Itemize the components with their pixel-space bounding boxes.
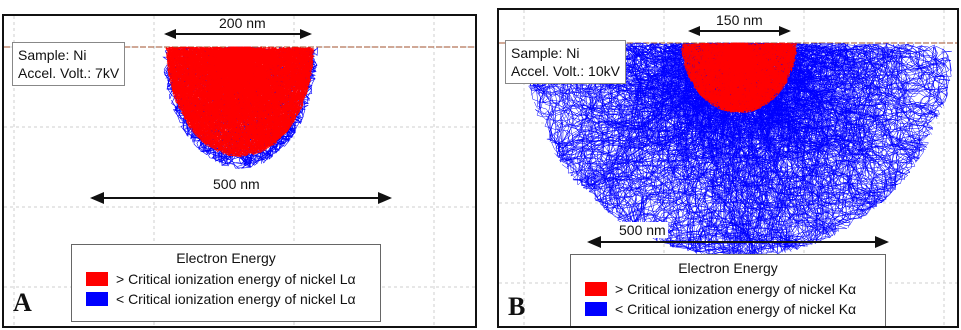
sample-label: Sample: Ni <box>511 44 620 62</box>
legend-row-above: > Critical ionization energy of nickel L… <box>86 271 380 287</box>
panel-letter: B <box>508 292 525 322</box>
blue-swatch <box>86 292 108 306</box>
sample-label: Sample: Ni <box>18 46 119 64</box>
scale-label-bottom: 500 nm <box>617 222 668 238</box>
legend-below-label: < Critical ionization energy of nickel L… <box>116 291 356 307</box>
legend-row-below: < Critical ionization energy of nickel L… <box>86 291 380 307</box>
red-swatch <box>585 282 607 296</box>
energy-legend: Electron Energy > Critical ionization en… <box>570 254 886 328</box>
red-swatch <box>86 272 108 286</box>
legend-above-label: > Critical ionization energy of nickel L… <box>116 271 356 287</box>
legend-title: Electron Energy <box>72 249 380 267</box>
panel-a: 200 nm 500 nm Sample: Ni Accel. Volt.: 7… <box>2 14 477 328</box>
panel-b: 150 nm 500 nm Sample: Ni Accel. Volt.: 1… <box>497 8 959 328</box>
voltage-label: Accel. Volt.: 10kV <box>511 62 620 80</box>
voltage-label: Accel. Volt.: 7kV <box>18 64 119 82</box>
legend-title: Electron Energy <box>571 259 885 277</box>
sample-info-box: Sample: Ni Accel. Volt.: 10kV <box>505 40 626 84</box>
scale-label-top: 200 nm <box>217 15 268 31</box>
legend-above-label: > Critical ionization energy of nickel K… <box>615 281 856 297</box>
blue-swatch <box>585 302 607 316</box>
energy-legend: Electron Energy > Critical ionization en… <box>71 244 381 322</box>
panel-letter: A <box>13 288 32 318</box>
scale-arrow-500nm <box>90 192 392 204</box>
red-trajectories-a <box>166 47 314 157</box>
sample-info-box: Sample: Ni Accel. Volt.: 7kV <box>12 42 125 86</box>
scale-label-top: 150 nm <box>714 12 765 28</box>
legend-below-label: < Critical ionization energy of nickel K… <box>615 301 856 317</box>
legend-row-above: > Critical ionization energy of nickel K… <box>585 281 885 297</box>
legend-row-below: < Critical ionization energy of nickel K… <box>585 301 885 317</box>
scale-label-bottom: 500 nm <box>211 176 262 192</box>
